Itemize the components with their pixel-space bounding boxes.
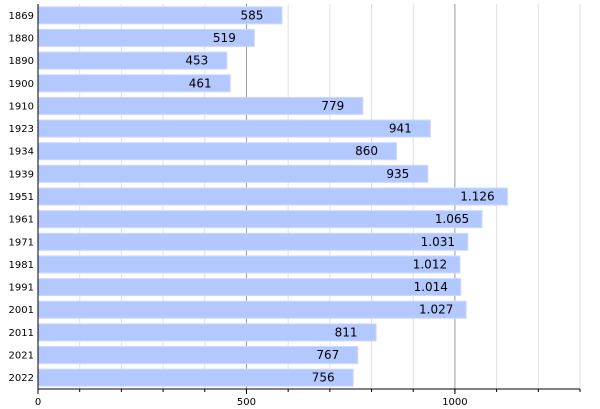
category-label-1951: 1951 <box>9 192 34 203</box>
bar-1961 <box>37 210 483 229</box>
category-label-1991: 1991 <box>9 283 34 294</box>
bars-group: 585 519 453 461 779 941 860 935 1.126 1.065 1.031 1… <box>37 6 508 387</box>
category-label-2001: 2001 <box>9 305 34 316</box>
category-label-2011: 2011 <box>9 328 34 339</box>
bar-1934 <box>37 142 398 161</box>
value-label-1951: 1.126 <box>460 190 494 204</box>
bar-1910 <box>37 96 364 115</box>
value-label-2001: 1.027 <box>419 303 453 317</box>
bar-2011 <box>37 323 377 342</box>
x-tick-label-500: 500 <box>237 397 256 408</box>
value-label-1910: 779 <box>321 99 344 113</box>
bar-1981 <box>37 255 461 274</box>
category-label-2021: 2021 <box>9 351 34 362</box>
bar-1971 <box>37 232 469 251</box>
category-label-1923: 1923 <box>9 124 34 135</box>
x-tick-label-1000: 1000 <box>442 397 467 408</box>
category-label-1934: 1934 <box>9 147 34 158</box>
x-tick-label-0: 0 <box>35 397 41 408</box>
value-label-2021: 767 <box>316 348 339 362</box>
category-label-1890: 1890 <box>9 56 34 67</box>
category-label-1900: 1900 <box>9 79 34 90</box>
category-label-1910: 1910 <box>9 101 34 112</box>
bar-1951 <box>37 187 508 206</box>
category-label-1939: 1939 <box>9 169 34 180</box>
category-label-1869: 1869 <box>9 11 34 22</box>
category-label-1981: 1981 <box>9 260 34 271</box>
value-label-1939: 935 <box>386 167 409 181</box>
bar-1991 <box>37 278 462 297</box>
value-label-1900: 461 <box>189 76 212 90</box>
category-label-2022: 2022 <box>9 373 34 384</box>
category-label-1880: 1880 <box>9 33 34 44</box>
bar-1923 <box>37 119 431 138</box>
axes-group: 1869 1880 1890 1900 1910 1923 1934 1939 1951 1961… <box>9 4 581 408</box>
value-label-1923: 941 <box>389 122 412 136</box>
bar-2021 <box>37 346 359 365</box>
bar-2022 <box>37 368 354 387</box>
value-label-1971: 1.031 <box>421 235 455 249</box>
value-label-1981: 1.012 <box>413 257 447 271</box>
value-label-1991: 1.014 <box>414 280 448 294</box>
value-label-2011: 811 <box>335 325 358 339</box>
value-label-1869: 585 <box>240 8 263 22</box>
value-label-1934: 860 <box>355 144 378 158</box>
category-label-1971: 1971 <box>9 237 34 248</box>
value-label-1880: 519 <box>213 31 236 45</box>
bar-1939 <box>37 164 429 183</box>
value-label-1961: 1.065 <box>435 212 469 226</box>
value-label-1890: 453 <box>185 54 208 68</box>
bar-2001 <box>37 300 467 319</box>
value-label-2022: 756 <box>312 371 335 385</box>
category-label-1961: 1961 <box>9 215 34 226</box>
